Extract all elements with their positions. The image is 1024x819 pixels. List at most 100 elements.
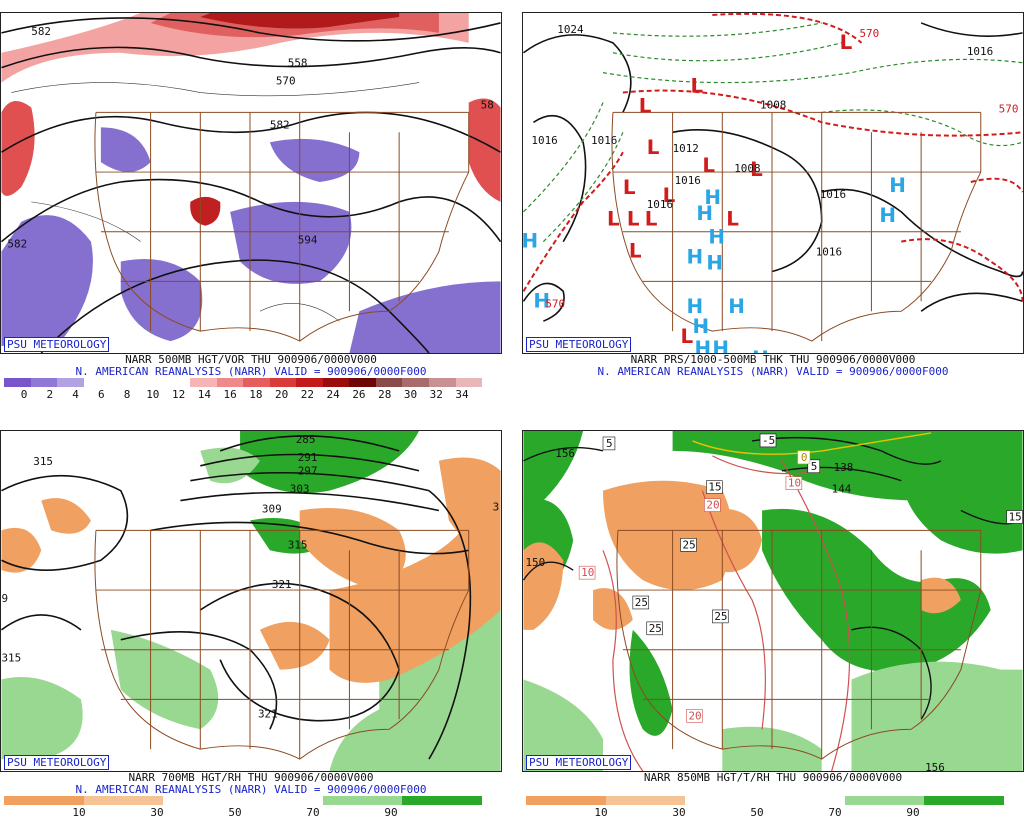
colorbar-tick-label: 18 xyxy=(249,388,263,400)
caption-line-1: NARR 700MB HGT/RH THU 900906/0000V000 xyxy=(128,771,374,784)
svg-text:25: 25 xyxy=(683,538,696,551)
panel-pressure-thickness: L L L L L L L L L L L L L L H H H H H xyxy=(522,12,1024,400)
svg-text:0: 0 xyxy=(801,451,808,464)
colorbar-tick-label: 16 xyxy=(223,388,237,400)
svg-text:L: L xyxy=(750,158,763,181)
svg-text:H: H xyxy=(752,347,769,353)
colorbar-tick-label: 4 xyxy=(72,388,79,400)
svg-text:309: 309 xyxy=(262,503,282,516)
colorbar-tick-label: 20 xyxy=(275,388,289,400)
svg-text:156: 156 xyxy=(925,761,945,771)
svg-text:25: 25 xyxy=(635,596,648,609)
svg-text:H: H xyxy=(712,337,729,353)
caption-line-1: NARR PRS/1000-500MB THK THU 900906/0000V… xyxy=(630,353,916,366)
colorbar-swatch xyxy=(163,796,244,805)
credit-label: PSU METEOROLOGY xyxy=(526,337,632,352)
svg-text:315: 315 xyxy=(288,538,308,551)
svg-text:H: H xyxy=(687,295,704,318)
colorbar-swatch xyxy=(322,378,350,387)
colorbar-tick-label: 2 xyxy=(46,388,54,400)
svg-text:582: 582 xyxy=(7,238,27,251)
svg-text:58: 58 xyxy=(481,98,494,111)
svg-text:H: H xyxy=(708,226,725,249)
svg-text:582: 582 xyxy=(270,118,290,131)
colorbar-tick-label: 28 xyxy=(378,388,392,400)
svg-text:L: L xyxy=(607,208,620,231)
svg-text:144: 144 xyxy=(832,483,852,496)
map-500mb: 582 582 558 570 582 594 58 xyxy=(0,12,502,354)
svg-text:25: 25 xyxy=(714,610,727,623)
svg-text:H: H xyxy=(694,337,711,353)
colorbar-swatch xyxy=(57,378,84,387)
credit-label: PSU METEOROLOGY xyxy=(4,337,110,352)
svg-text:H: H xyxy=(704,186,721,209)
svg-text:297: 297 xyxy=(298,465,318,478)
colorbar-tick-label: 70 xyxy=(306,806,320,818)
svg-text:L: L xyxy=(690,75,703,98)
colorbar-swatch xyxy=(924,796,1005,805)
svg-text:H: H xyxy=(696,202,713,225)
colorbar-tick-label: 90 xyxy=(384,806,398,818)
svg-text:L: L xyxy=(645,208,658,231)
colorbar-swatch xyxy=(163,378,190,387)
panel-700mb-rh: 315 285 291 297 303 309 315 321 315 321 … xyxy=(0,430,502,818)
caption-line-2: N. AMERICAN REANALYSIS (NARR) VALID = 90… xyxy=(75,365,427,378)
svg-text:1016: 1016 xyxy=(591,134,617,147)
colorbar-swatch xyxy=(83,796,164,805)
svg-text:H: H xyxy=(728,295,745,318)
svg-text:1016: 1016 xyxy=(675,174,701,187)
svg-text:L: L xyxy=(663,184,676,207)
colorbar-tick-label: 26 xyxy=(352,388,366,400)
svg-text:582: 582 xyxy=(31,25,51,38)
caption-line-1: NARR 500MB HGT/VOR THU 900906/0000V000 xyxy=(125,353,377,366)
map-pressure-graphic: L L L L L L L L L L L L L L H H H H H xyxy=(523,13,1023,353)
svg-text:150: 150 xyxy=(525,556,545,569)
colorbar-tick-label: 90 xyxy=(906,806,920,818)
svg-text:291: 291 xyxy=(298,451,318,464)
colorbar-tick-label: 6 xyxy=(97,388,105,400)
svg-text:570: 570 xyxy=(999,102,1019,115)
svg-text:-5: -5 xyxy=(762,434,775,447)
colorbar-swatch xyxy=(402,378,429,387)
svg-text:321: 321 xyxy=(272,578,292,591)
svg-text:H: H xyxy=(879,204,896,227)
colorbar-tick-label: 0 xyxy=(20,388,28,400)
colorbar-swatch xyxy=(4,378,31,387)
svg-text:1016: 1016 xyxy=(967,45,993,58)
svg-text:303: 303 xyxy=(290,483,310,496)
colorbar-tick-label: 30 xyxy=(403,388,418,400)
caption-line-2: N. AMERICAN REANALYSIS (NARR) VALID = 90… xyxy=(75,783,427,796)
colorbar-tick-label: 24 xyxy=(326,388,340,400)
colorbar-tick-label: 32 xyxy=(429,388,443,400)
colorbar-swatch xyxy=(269,378,297,387)
svg-text:H: H xyxy=(889,174,906,197)
svg-text:1012: 1012 xyxy=(673,142,699,155)
svg-text:15: 15 xyxy=(708,481,721,494)
colorbar xyxy=(4,378,483,387)
svg-text:558: 558 xyxy=(288,57,308,70)
colorbar-tick-label: 8 xyxy=(123,388,131,400)
colorbar-swatch xyxy=(216,378,244,387)
caption-line-2: N. AMERICAN REANALYSIS (NARR) VALID = 90… xyxy=(597,365,949,378)
svg-text:25: 25 xyxy=(649,622,662,635)
svg-text:L: L xyxy=(681,325,694,348)
svg-text:315: 315 xyxy=(1,652,21,665)
svg-text:156: 156 xyxy=(555,447,575,460)
colorbar-tick-label: 10 xyxy=(146,388,160,400)
svg-text:570: 570 xyxy=(859,27,879,40)
colorbar-swatch xyxy=(243,796,323,805)
colorbar-swatch xyxy=(605,796,686,805)
svg-text:285: 285 xyxy=(296,433,316,446)
map-700mb-graphic: 315 285 291 297 303 309 315 321 315 321 … xyxy=(1,431,501,771)
caption-line-1: NARR 850MB HGT/T/RH THU 900906/0000V000 xyxy=(643,771,903,784)
map-850mb-graphic: 156 150 156 144 138 5 -5 5 15 15 25 25 2… xyxy=(523,431,1023,771)
svg-text:3: 3 xyxy=(493,501,500,514)
colorbar-tick-label: 10 xyxy=(72,806,86,818)
colorbar-ticks: 10 30 50 70 90 xyxy=(522,806,1024,818)
colorbar-swatch xyxy=(30,378,58,387)
svg-text:1016: 1016 xyxy=(820,188,846,201)
colorbar-tick-label: 12 xyxy=(171,388,186,400)
svg-text:L: L xyxy=(623,176,636,199)
colorbar xyxy=(526,796,1005,805)
svg-text:L: L xyxy=(629,240,642,263)
